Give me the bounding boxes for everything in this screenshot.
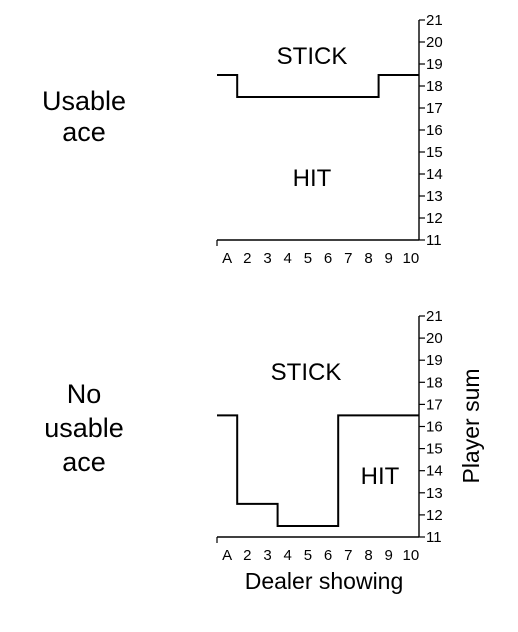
y-tick-label: 14 — [426, 166, 443, 183]
x-tick-label: 7 — [344, 250, 352, 267]
y-tick-label: 17 — [426, 396, 443, 413]
x-tick-label: A — [222, 547, 232, 564]
side-label-line-2: ace — [62, 117, 106, 147]
x-axis: A 2 3 4 5 6 7 8 9 10 — [216, 239, 420, 267]
x-tick-label: 6 — [324, 547, 332, 564]
x-tick-label: 10 — [403, 250, 420, 267]
y-tick-label: 16 — [426, 419, 443, 436]
region-label-stick: STICK — [277, 43, 348, 70]
y-axis: 11 12 13 14 15 16 17 18 19 20 21 — [418, 308, 443, 546]
x-tick-label: 3 — [263, 547, 271, 564]
y-tick-label: 15 — [426, 441, 443, 458]
y-tick-label: 13 — [426, 188, 443, 205]
y-axis-title: Player sum — [458, 368, 484, 483]
y-tick-label: 18 — [426, 374, 443, 391]
y-tick-label: 21 — [426, 308, 443, 325]
side-label-line-1: Usable — [42, 86, 126, 116]
x-tick-label: 2 — [243, 547, 251, 564]
x-tick-label: 8 — [364, 547, 372, 564]
x-axis-title: Dealer showing — [245, 568, 404, 594]
side-label-line-1: No — [67, 379, 102, 409]
y-tick-label: 12 — [426, 210, 443, 227]
y-tick-label: 13 — [426, 485, 443, 502]
y-tick-label: 11 — [426, 232, 442, 249]
y-tick-label: 20 — [426, 34, 443, 51]
y-tick-label: 20 — [426, 330, 443, 347]
y-tick-label: 12 — [426, 507, 443, 524]
x-tick-label: 6 — [324, 250, 332, 267]
y-tick-label: 21 — [426, 12, 443, 29]
region-label-hit: HIT — [293, 165, 332, 192]
x-tick-label: 3 — [263, 250, 271, 267]
y-tick-label: 15 — [426, 144, 443, 161]
x-tick-label: 8 — [364, 250, 372, 267]
side-label-line-3: ace — [62, 447, 106, 477]
x-tick-label: 5 — [304, 250, 312, 267]
x-tick-label: 7 — [344, 547, 352, 564]
panel-usable-ace: Usable ace STICK HIT 11 12 13 14 15 16 17 18 19 2… — [42, 12, 443, 267]
x-tick-label: 10 — [403, 547, 420, 564]
x-tick-label: 5 — [304, 547, 312, 564]
x-tick-label: 4 — [284, 547, 292, 564]
y-tick-label: 19 — [426, 56, 443, 73]
y-axis: 11 12 13 14 15 16 17 18 19 20 21 — [418, 12, 443, 249]
policy-boundary-line — [217, 414, 419, 527]
x-tick-label: 4 — [284, 250, 292, 267]
y-tick-label: 14 — [426, 463, 443, 480]
y-tick-label: 17 — [426, 100, 443, 117]
x-tick-label: 9 — [385, 250, 393, 267]
x-tick-label: A — [222, 250, 232, 267]
x-tick-label: 2 — [243, 250, 251, 267]
y-tick-label: 18 — [426, 78, 443, 95]
x-axis: A 2 3 4 5 6 7 8 9 10 — [216, 536, 420, 564]
region-label-hit: HIT — [361, 463, 400, 490]
y-tick-label: 11 — [426, 529, 442, 546]
y-tick-label: 16 — [426, 122, 443, 139]
panel-no-usable-ace: No usable ace STICK HIT 11 12 13 14 15 16 17 18… — [44, 308, 442, 564]
region-label-stick: STICK — [271, 359, 342, 386]
x-tick-label: 9 — [385, 547, 393, 564]
side-label-line-2: usable — [44, 413, 124, 443]
y-tick-label: 19 — [426, 352, 443, 369]
policy-boundary-line — [217, 74, 419, 98]
